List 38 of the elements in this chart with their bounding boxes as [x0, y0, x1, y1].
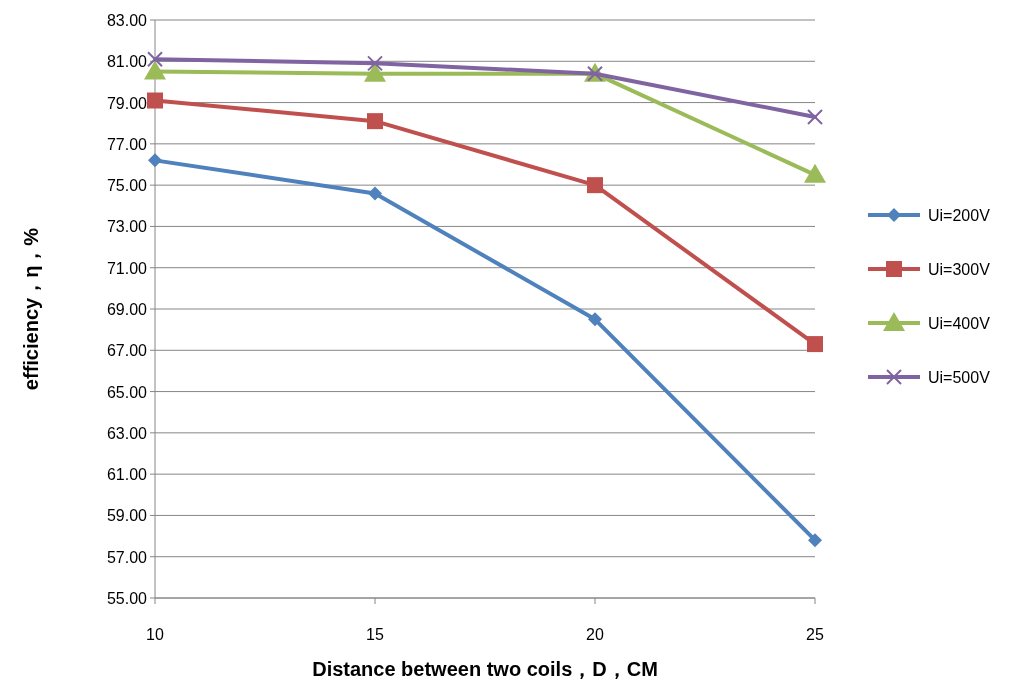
- x-tick-label: 20: [586, 626, 604, 643]
- point: [364, 62, 386, 82]
- y-tick-label: 77.00: [106, 135, 148, 153]
- point: [587, 177, 603, 194]
- y-tick-label: 61.00: [106, 466, 148, 484]
- point: [147, 51, 163, 68]
- point: [147, 92, 163, 109]
- point: [808, 533, 822, 548]
- legend-label: Ui=300V: [928, 261, 991, 278]
- y-tick-label: 69.00: [106, 301, 148, 318]
- point: [588, 312, 602, 327]
- x-tick-label: 15: [366, 626, 384, 643]
- x-axis-title: Distance between two coils，D，CM: [312, 658, 658, 680]
- y-tick-label: 83.00: [106, 12, 148, 29]
- y-tick-label: 73.00: [106, 218, 148, 236]
- y-tick-label: 67.00: [106, 342, 148, 360]
- legend-label: Ui=200V: [928, 207, 991, 224]
- y-tick-label: 65.00: [106, 383, 148, 401]
- point: [367, 113, 383, 130]
- y-tick-label: 75.00: [106, 177, 148, 195]
- y-tick-label: 79.00: [106, 94, 148, 112]
- point: [367, 55, 383, 72]
- y-axis-title: efficiency，η，%: [20, 227, 42, 391]
- x-tick-label: 10: [146, 626, 164, 643]
- y-tick-label: 57.00: [106, 548, 148, 566]
- point: [807, 336, 823, 353]
- point: [148, 153, 162, 168]
- point: [807, 109, 823, 126]
- y-tick-label: 71.00: [106, 259, 148, 277]
- legend-label: Ui=400V: [928, 315, 991, 332]
- point: [368, 186, 382, 201]
- legend-label: Ui=500V: [928, 369, 991, 386]
- y-tick-label: 59.00: [106, 507, 148, 525]
- x-tick-label: 25: [806, 626, 824, 643]
- y-tick-label: 55.00: [106, 590, 148, 607]
- point: [804, 163, 826, 183]
- y-tick-label: 81.00: [106, 53, 148, 71]
- y-tick-label: 63.00: [106, 424, 148, 442]
